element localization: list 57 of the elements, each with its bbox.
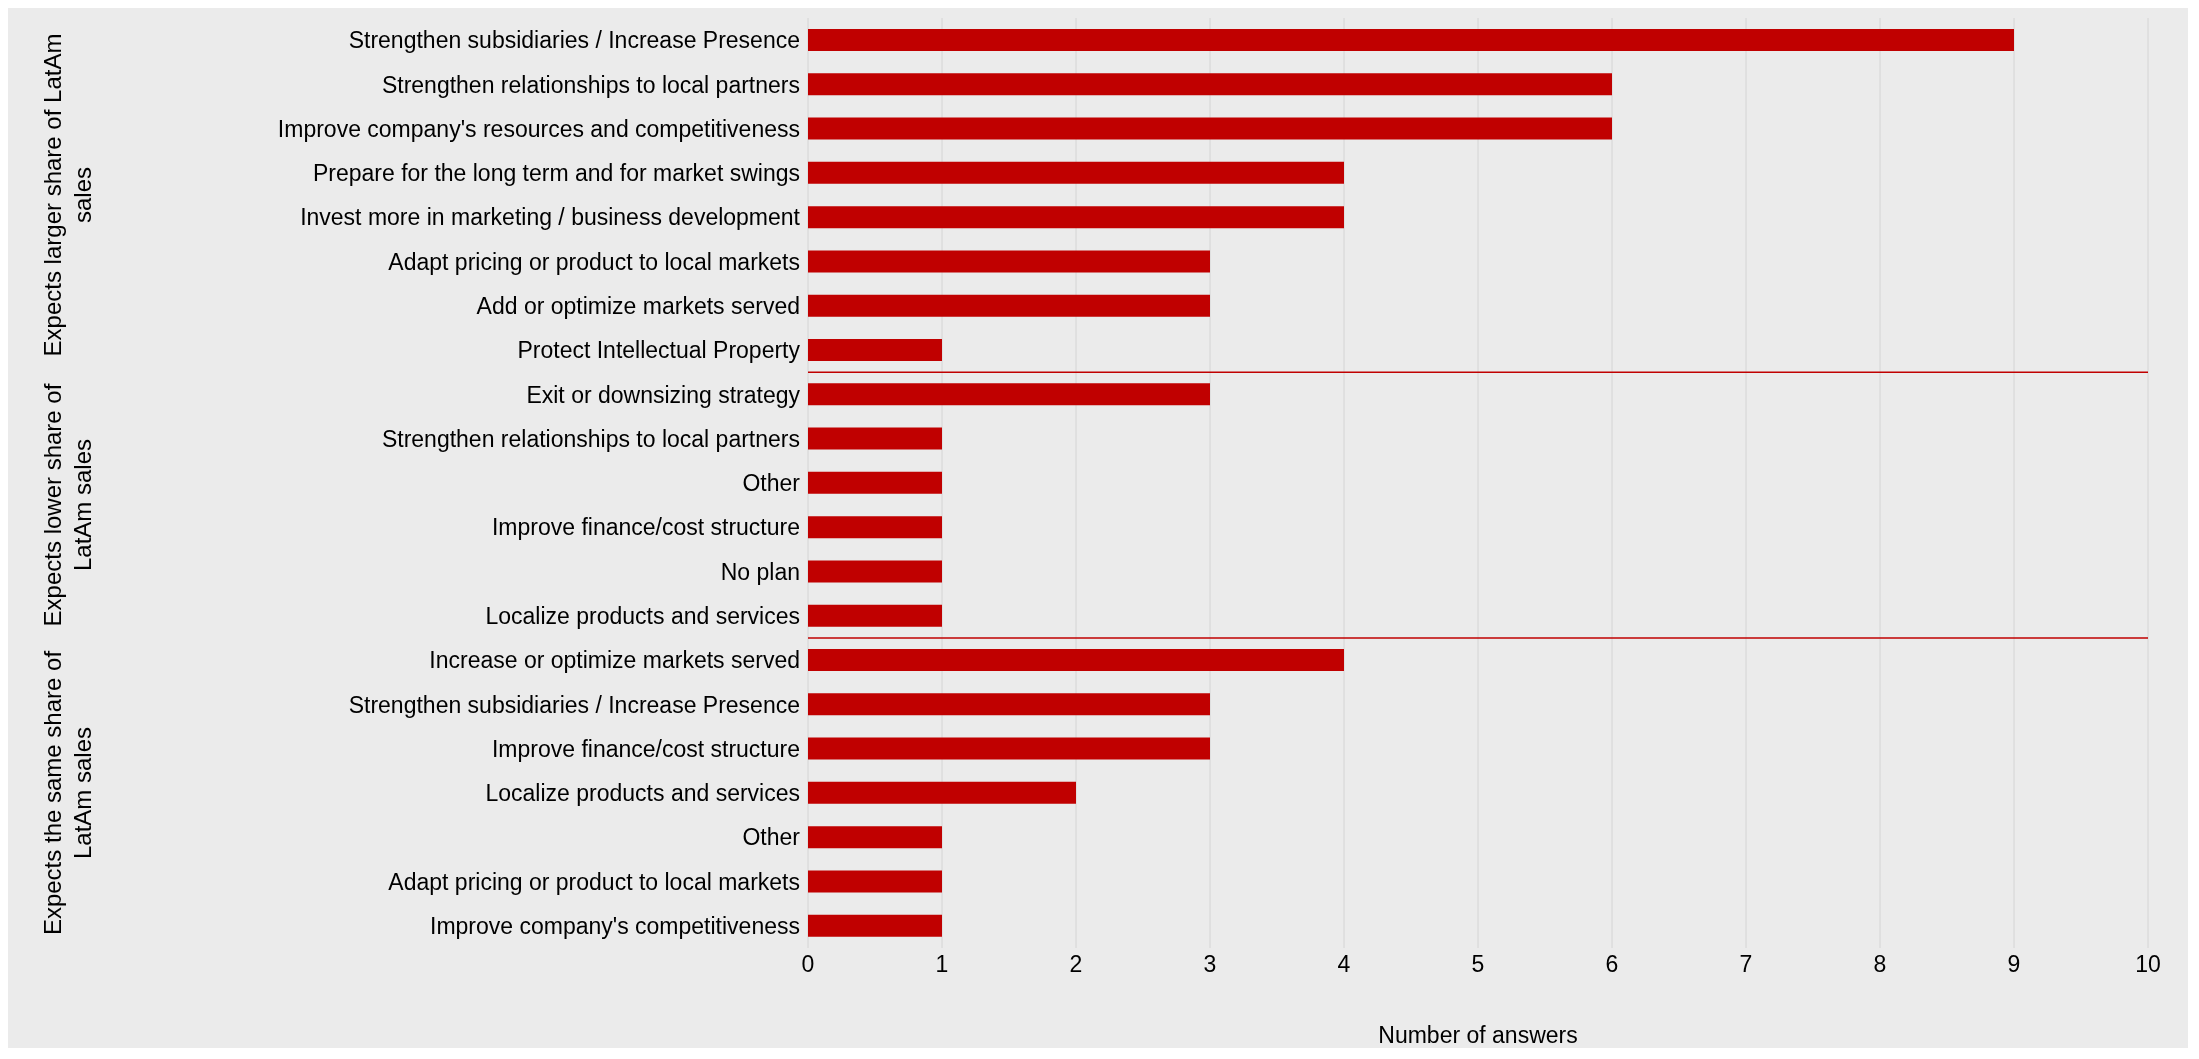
text: Expects lower share of LatAm sales [38, 382, 97, 629]
text: Expects larger share of LatAm sales [38, 32, 97, 359]
bar [808, 826, 942, 849]
y-tick-label: Improve company's competitiveness [430, 913, 800, 940]
bar [808, 383, 1210, 406]
y-tick-label: Adapt pricing or product to local markets [388, 248, 800, 275]
x-tick-label: 0 [801, 951, 815, 978]
bar [808, 471, 942, 494]
y-tick-label: Add or optimize markets served [476, 293, 800, 320]
y-tick-label: Improve finance/cost structure [491, 514, 800, 541]
y-tick-label: Improve finance/cost structure [491, 735, 800, 762]
bar [808, 161, 1344, 184]
y-tick-label: Increase or optimize markets served [429, 647, 800, 674]
y-tick-label: Other [742, 470, 801, 497]
y-tick-label: Other [742, 824, 801, 851]
bar [808, 294, 1210, 317]
bar [808, 604, 942, 627]
bar [808, 516, 942, 539]
x-axis-title: Number of answers [1378, 1022, 1578, 1048]
y-tick-label: Strengthen relationships to local partners [381, 425, 800, 452]
x-tick-label: 7 [1739, 951, 1753, 978]
x-tick-label: 4 [1337, 951, 1351, 978]
bar [808, 737, 1210, 760]
bar [808, 560, 942, 583]
bar [808, 73, 1612, 96]
bar [808, 339, 942, 361]
y-tick-label: No plan [720, 558, 800, 585]
bar [808, 914, 942, 937]
text: Expects the same share of LatAm sales [38, 649, 97, 938]
bar [808, 250, 1210, 273]
y-tick-label: Strengthen subsidiaries / Increase Presence [348, 691, 800, 718]
x-tick-label: 2 [1069, 951, 1083, 978]
bar [808, 29, 2014, 51]
x-tick-label: 1 [935, 951, 949, 978]
y-tick-label: Improve company's resources and competitiveness [277, 115, 800, 142]
bar [808, 693, 1210, 716]
y-tick-label: Strengthen relationships to local partners [381, 71, 800, 98]
x-tick-label: 10 [2135, 951, 2161, 978]
y-tick-label: Localize products and services [485, 603, 800, 630]
y-tick-label: Localize products and services [485, 780, 800, 807]
bar [808, 781, 1076, 804]
bar [808, 870, 942, 893]
y-tick-label: Strengthen subsidiaries / Increase Presence [348, 27, 800, 54]
x-tick-label: 5 [1471, 951, 1485, 978]
bar [808, 206, 1344, 229]
x-tick-label: 3 [1203, 951, 1217, 978]
y-tick-label: Protect Intellectual Property [517, 337, 801, 364]
y-tick-label: Invest more in marketing / business development [300, 204, 801, 231]
y-tick-label: Adapt pricing or product to local markets [388, 868, 800, 895]
y-tick-label: Exit or downsizing strategy [526, 381, 801, 408]
bar [808, 649, 1344, 671]
y-tick-label: Prepare for the long term and for market swings [312, 160, 800, 187]
x-tick-label: 9 [2007, 951, 2021, 978]
x-tick-label: 6 [1605, 951, 1619, 978]
bar [808, 117, 1612, 140]
x-tick-label: 8 [1873, 951, 1887, 978]
bar [808, 427, 942, 450]
